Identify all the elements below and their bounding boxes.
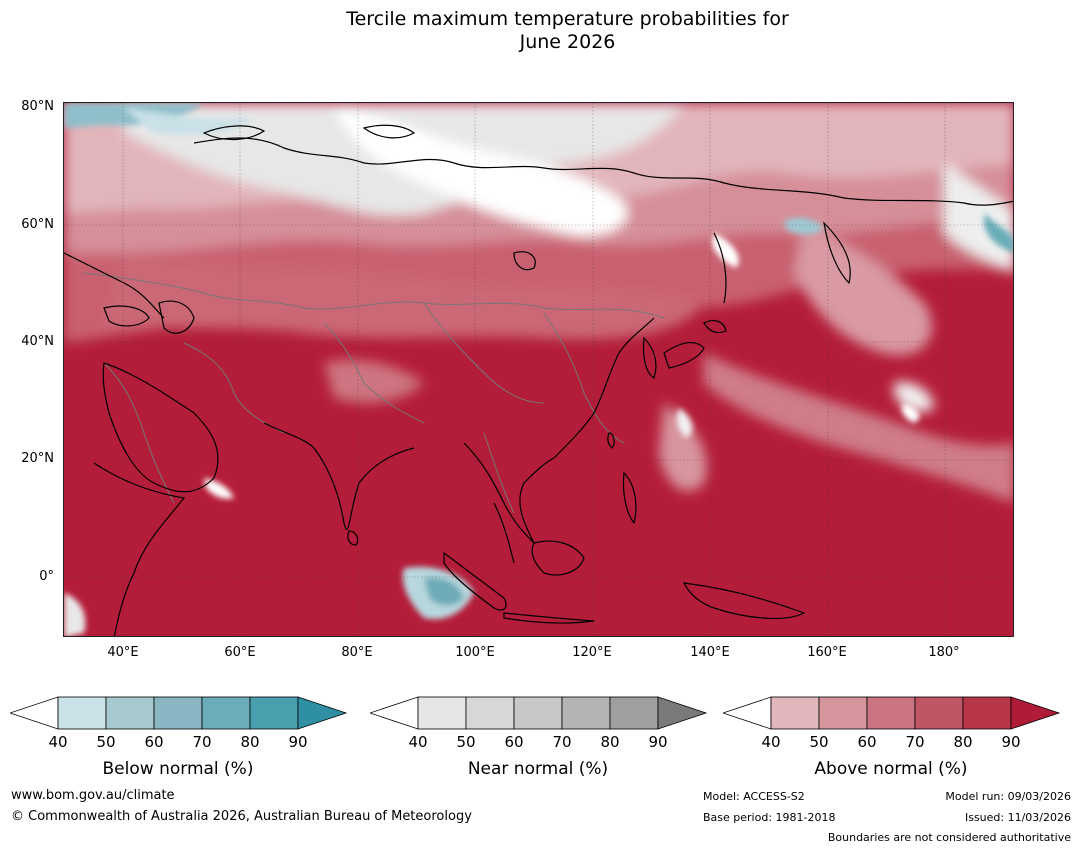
above-cell-3: [866, 696, 916, 730]
above-tick-60: 60: [857, 733, 877, 751]
lat-label-80n: 80°N: [21, 99, 54, 114]
below-tick-50: 50: [96, 733, 116, 751]
near-cell-1: [417, 696, 467, 730]
above-cell-4: [914, 696, 964, 730]
below-tick-90: 90: [288, 733, 308, 751]
below-normal-colorbar: [10, 696, 348, 730]
issued-date: Issued: 11/03/2026: [964, 811, 1071, 824]
lat-label-60n: 60°N: [21, 217, 54, 232]
above-cell-5: [962, 696, 1012, 730]
near-normal-title: Near normal (%): [467, 759, 609, 779]
near-cell-5: [609, 696, 659, 730]
above-cell-1: [770, 696, 820, 730]
below-tick-60: 60: [144, 733, 164, 751]
below-tick-40: 40: [48, 733, 68, 751]
below-cell-5: [249, 696, 299, 730]
near-tick-50: 50: [456, 733, 476, 751]
lat-label-0: 0°: [39, 569, 54, 584]
lon-label-80e: 80°E: [341, 645, 373, 660]
above-tick-40: 40: [761, 733, 781, 751]
near-cell-4: [561, 696, 611, 730]
near-tick-70: 70: [552, 733, 572, 751]
lon-label-180: 180°: [928, 645, 960, 660]
boundaries-disclaimer: Boundaries are not considered authoritat…: [827, 831, 1071, 844]
near-cell-0: [370, 696, 419, 730]
below-tick-80: 80: [240, 733, 260, 751]
lat-label-20n: 20°N: [21, 451, 54, 466]
above-tick-50: 50: [809, 733, 829, 751]
below-normal-title: Below normal (%): [102, 759, 254, 779]
below-cell-3: [153, 696, 203, 730]
below-cell-0: [10, 696, 59, 730]
below-cell-6: [297, 696, 348, 730]
title-line-1: Tercile maximum temperature probabilitie…: [346, 8, 789, 30]
lon-label-100e: 100°E: [455, 645, 495, 660]
probability-contours: [64, 103, 1013, 503]
coastlines: [64, 124, 1013, 636]
above-normal-title: Above normal (%): [814, 759, 968, 779]
map-title: Tercile maximum temperature probabilitie…: [0, 8, 1081, 54]
near-tick-40: 40: [408, 733, 428, 751]
model-name: Model: ACCESS-S2: [703, 790, 805, 803]
below-cell-1: [57, 696, 107, 730]
near-cell-2: [465, 696, 515, 730]
low-probability-areas: [64, 123, 920, 636]
near-tick-80: 80: [600, 733, 620, 751]
country-borders: [83, 272, 665, 514]
map-canvas: [64, 103, 1013, 636]
below-tick-70: 70: [192, 733, 212, 751]
title-line-2: June 2026: [519, 31, 616, 53]
lon-label-40e: 40°E: [107, 645, 139, 660]
above-normal-colorbar: [723, 696, 1061, 730]
above-tick-80: 80: [953, 733, 973, 751]
model-run-date: Model run: 09/03/2026: [945, 790, 1071, 803]
footer-copyright: © Commonwealth of Australia 2026, Austra…: [11, 809, 472, 824]
lat-label-40n: 40°N: [21, 334, 54, 349]
above-tick-90: 90: [1001, 733, 1021, 751]
near-cell-3: [513, 696, 563, 730]
lon-label-120e: 120°E: [572, 645, 612, 660]
above-cell-2: [818, 696, 868, 730]
above-cell-6: [1010, 696, 1061, 730]
lon-label-60e: 60°E: [224, 645, 256, 660]
near-normal-colorbar: [370, 696, 708, 730]
near-cell-6: [657, 696, 708, 730]
lon-label-160e: 160°E: [807, 645, 847, 660]
lon-label-140e: 140°E: [690, 645, 730, 660]
above-tick-70: 70: [905, 733, 925, 751]
above-cell-0: [723, 696, 772, 730]
probability-map: [63, 102, 1014, 637]
below-cell-2: [105, 696, 155, 730]
footer-url[interactable]: www.bom.gov.au/climate: [11, 788, 175, 803]
near-tick-60: 60: [504, 733, 524, 751]
base-period: Base period: 1981-2018: [703, 811, 836, 824]
near-tick-90: 90: [648, 733, 668, 751]
below-cell-4: [201, 696, 251, 730]
